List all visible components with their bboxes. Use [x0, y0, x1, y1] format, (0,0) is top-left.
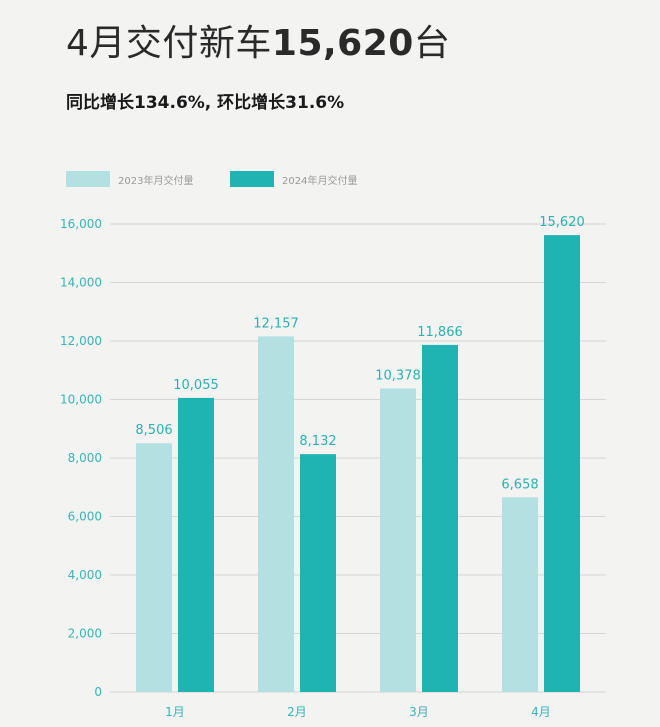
- bar-2024: [544, 235, 580, 693]
- legend-swatch-2023: [66, 171, 110, 187]
- x-tick-label: 2月: [287, 705, 307, 719]
- y-tick-label: 4,000: [68, 568, 102, 582]
- x-tick-label: 3月: [409, 705, 429, 719]
- page-title: 4月交付新车15,620台: [66, 14, 450, 66]
- legend-label-2024: 2024年月交付量: [282, 175, 358, 187]
- data-label: 6,658: [501, 477, 538, 492]
- legend-item-2024: 2024年月交付量: [230, 171, 357, 187]
- y-tick-label: 0: [94, 685, 102, 699]
- data-label: 15,620: [539, 215, 585, 230]
- data-label: 12,157: [253, 316, 299, 331]
- y-tick-label: 8,000: [68, 451, 102, 465]
- title-suffix: 台: [413, 23, 451, 64]
- y-tick-label: 12,000: [60, 334, 102, 348]
- bar-2024: [422, 344, 458, 692]
- bar-2023: [258, 336, 294, 692]
- x-tick-label: 1月: [165, 705, 185, 719]
- legend-swatch-2024: [230, 171, 274, 187]
- bar-2023: [380, 388, 416, 692]
- bar-2023: [136, 443, 172, 692]
- page-subtitle: 同比增长134.6%, 环比增长31.6%: [66, 93, 345, 113]
- title-number: 15,620: [271, 23, 414, 64]
- y-tick-label: 2,000: [68, 627, 102, 641]
- data-label: 10,378: [375, 368, 421, 383]
- y-tick-label: 16,000: [60, 217, 102, 231]
- data-label: 8,132: [299, 434, 336, 449]
- data-label: 11,866: [417, 325, 463, 340]
- y-tick-label: 14,000: [60, 276, 102, 290]
- bar-2024: [178, 397, 214, 692]
- data-label: 8,506: [135, 423, 172, 438]
- y-tick-label: 10,000: [60, 393, 102, 407]
- legend-label-2023: 2023年月交付量: [118, 175, 194, 187]
- y-tick-label: 6,000: [68, 510, 102, 524]
- legend-item-2023: 2023年月交付量: [66, 171, 193, 187]
- bar-2024: [300, 454, 336, 692]
- x-tick-label: 4月: [531, 705, 551, 719]
- bar-2023: [502, 497, 538, 692]
- data-label: 10,055: [173, 378, 219, 393]
- title-prefix: 4月交付新车: [66, 23, 272, 64]
